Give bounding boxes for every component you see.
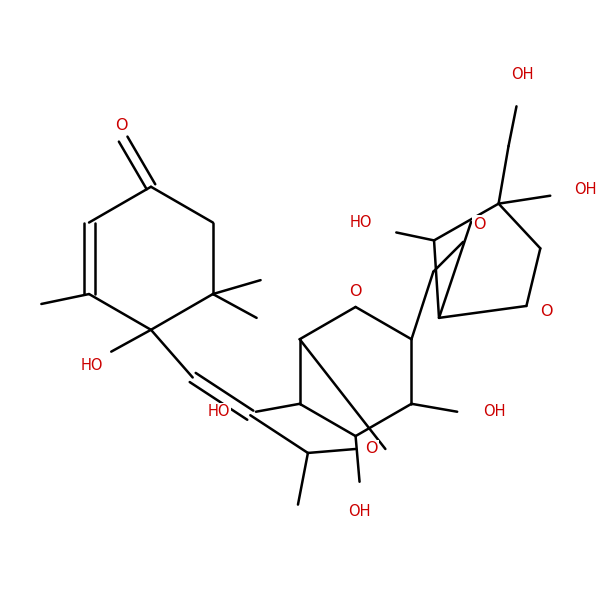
Text: OH: OH <box>483 404 506 419</box>
Text: HO: HO <box>208 404 230 419</box>
Text: OH: OH <box>511 67 533 82</box>
Text: O: O <box>540 304 553 319</box>
Text: O: O <box>115 118 127 133</box>
Text: O: O <box>365 442 378 457</box>
Text: HO: HO <box>80 358 103 373</box>
Text: O: O <box>349 284 362 299</box>
Text: O: O <box>473 217 485 232</box>
Text: OH: OH <box>574 182 596 197</box>
Text: OH: OH <box>349 503 371 518</box>
Text: HO: HO <box>350 215 373 230</box>
